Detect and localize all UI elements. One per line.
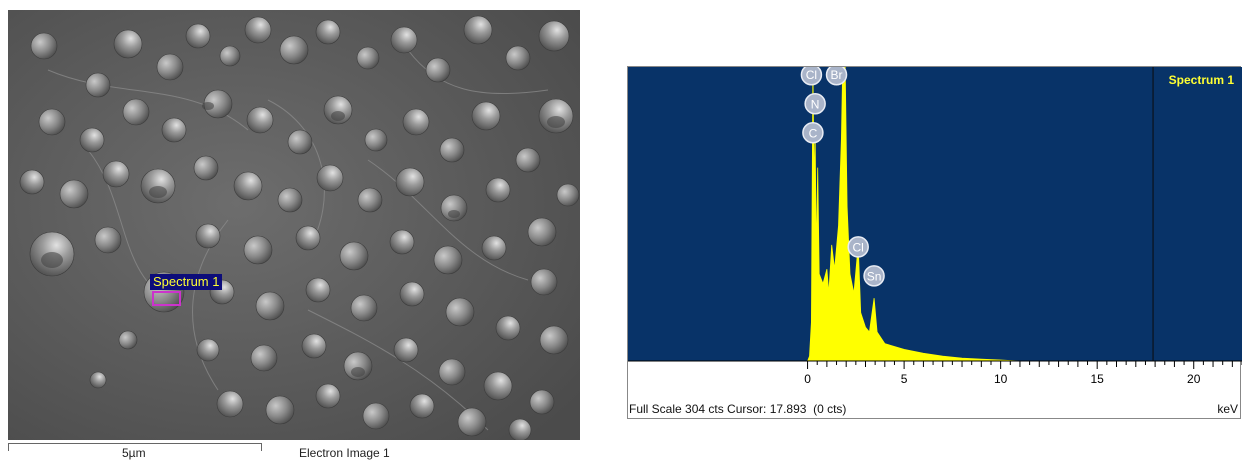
x-tick-label: 20 bbox=[1187, 372, 1201, 386]
x-tick-label: 0 bbox=[804, 372, 811, 386]
peak-label-cl: Cl bbox=[853, 240, 864, 254]
spectrum-region-label: Spectrum 1 bbox=[150, 274, 223, 290]
peak-label-cl: Cl bbox=[806, 68, 817, 82]
peak-label-sn: Sn bbox=[867, 269, 882, 283]
peak-label-badge[interactable] bbox=[804, 93, 826, 115]
scale-bar bbox=[8, 443, 262, 451]
peak-label-c: C bbox=[809, 126, 818, 140]
x-tick-label: 5 bbox=[901, 372, 908, 386]
peak-label-br: Br bbox=[831, 68, 843, 82]
peak-label-badge[interactable] bbox=[825, 67, 848, 86]
x-tick-label: 15 bbox=[1091, 372, 1105, 386]
spectrum-panel: 0 5 10 15 20 Cl Br N C Cl Sn Spectrum 1 Full Scale… bbox=[627, 66, 1242, 419]
peak-label-badge[interactable] bbox=[800, 67, 823, 86]
energy-unit-label: keV bbox=[1217, 402, 1238, 416]
spectrum-region-marker[interactable] bbox=[152, 291, 181, 306]
spectrum-title: Spectrum 1 bbox=[1168, 73, 1234, 87]
peak-label-badge[interactable] bbox=[802, 122, 824, 144]
x-tick-label: 10 bbox=[994, 372, 1008, 386]
image-caption: Electron Image 1 bbox=[299, 446, 390, 460]
peak-label-badge[interactable] bbox=[863, 265, 885, 287]
spectrum-trace bbox=[807, 67, 1021, 362]
peak-label-n: N bbox=[811, 97, 820, 111]
full-scale-cursor-readout: Full Scale 304 cts Cursor: 17.893 (0 cts… bbox=[629, 402, 847, 416]
peak-label-badge[interactable] bbox=[847, 236, 869, 258]
electron-image bbox=[8, 10, 580, 440]
electron-image-panel: Spectrum 1 bbox=[8, 10, 580, 440]
spectrum-chart: 0 5 10 15 20 Cl Br N C Cl Sn bbox=[628, 67, 1242, 386]
scale-bar-label: 5µm bbox=[122, 446, 146, 460]
plot-background bbox=[628, 67, 1242, 361]
